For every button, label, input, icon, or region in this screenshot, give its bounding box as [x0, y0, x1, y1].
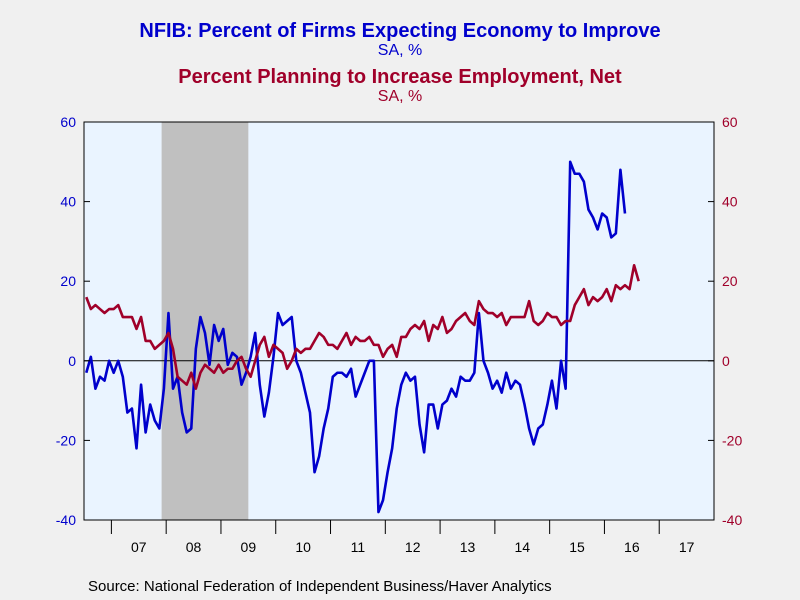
y-tick-label-left: 40	[60, 194, 76, 210]
plot-frame	[83, 121, 715, 521]
x-tick-label: 13	[460, 539, 476, 555]
y-tick-label-left: 60	[60, 114, 76, 130]
recession-band	[161, 122, 249, 520]
x-tick-label: 08	[186, 539, 202, 555]
y-tick-label-left: -40	[56, 512, 76, 528]
x-tick-label: 16	[624, 539, 640, 555]
y-tick-label-left: 20	[60, 273, 76, 289]
y-tick-label-right: 40	[722, 194, 738, 210]
x-tick-label: 12	[405, 539, 421, 555]
chart-subtitle-2: SA, %	[377, 88, 423, 105]
chart-subtitle-1: SA, %	[377, 42, 423, 59]
x-tick-label: 09	[241, 539, 257, 555]
chart-title-2: Percent Planning to Increase Employment,…	[178, 66, 622, 88]
chart-title-1: NFIB: Percent of Firms Expecting Economy…	[139, 20, 661, 42]
x-tick-label: 07	[131, 539, 147, 555]
y-tick-label-left: -20	[56, 432, 76, 448]
x-tick-label: 15	[569, 539, 585, 555]
source-note: Source: National Federation of Independe…	[88, 578, 552, 595]
series-economy-improve-line	[85, 160, 627, 514]
x-tick-label: 10	[295, 539, 311, 555]
x-tick-label: 17	[679, 539, 695, 555]
series-employment-line	[85, 263, 640, 390]
y-tick-label-right: -40	[722, 512, 742, 528]
y-tick-label-right: 20	[722, 273, 738, 289]
y-tick-label-right: 0	[722, 353, 730, 369]
y-tick-label-right: 60	[722, 114, 738, 130]
y-tick-label-right: -20	[722, 432, 742, 448]
x-tick-label: 14	[514, 539, 530, 555]
y-tick-label-left: 0	[68, 353, 76, 369]
x-tick-label: 11	[351, 539, 366, 555]
